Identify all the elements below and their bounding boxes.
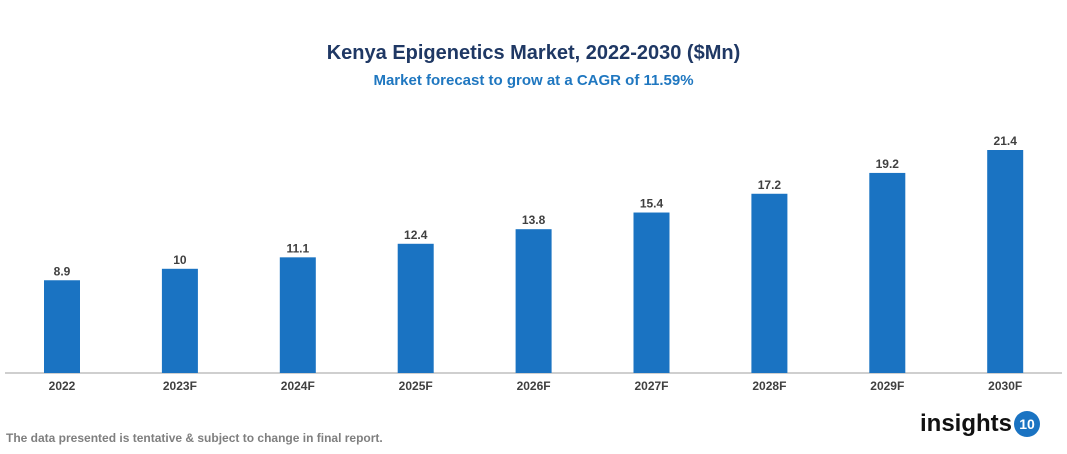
x-tick-label: 2029F — [870, 379, 904, 393]
bar-2028F — [751, 193, 788, 373]
data-label: 13.8 — [522, 213, 546, 227]
data-label: 10 — [173, 253, 187, 267]
x-tick-label: 2023F — [163, 379, 197, 393]
x-tick-label: 2030F — [988, 379, 1022, 393]
data-label: 8.9 — [54, 264, 71, 278]
data-label: 19.2 — [876, 157, 900, 171]
bar-2023F — [161, 268, 198, 373]
bar-2030F — [987, 150, 1024, 373]
bar-2022 — [44, 280, 80, 373]
data-label: 11.1 — [286, 241, 309, 255]
data-label: 21.4 — [994, 134, 1018, 148]
bar-2024F — [279, 257, 316, 373]
data-label: 15.4 — [640, 197, 664, 211]
bar-2029F — [869, 172, 906, 373]
x-tick-label: 2028F — [752, 379, 786, 393]
bar-2025F — [397, 243, 434, 373]
footer-note: The data presented is tentative & subjec… — [6, 431, 383, 445]
insights10-logo: insights 10 — [920, 410, 1041, 438]
x-tick-label: 2026F — [517, 379, 551, 393]
bar-2026F — [515, 229, 552, 373]
chart-subtitle: Market forecast to grow at a CAGR of 11.… — [373, 72, 694, 89]
chart-title: Kenya Epigenetics Market, 2022-2030 ($Mn… — [326, 42, 741, 64]
x-tick-label: 2025F — [399, 379, 433, 393]
data-label: 12.4 — [404, 228, 428, 242]
x-tick-label: 2027F — [634, 379, 668, 393]
x-tick-label: 2024F — [281, 379, 315, 393]
bar-2027F — [633, 212, 670, 373]
x-tick-label: 2022 — [49, 379, 76, 393]
data-label: 17.2 — [758, 178, 782, 192]
